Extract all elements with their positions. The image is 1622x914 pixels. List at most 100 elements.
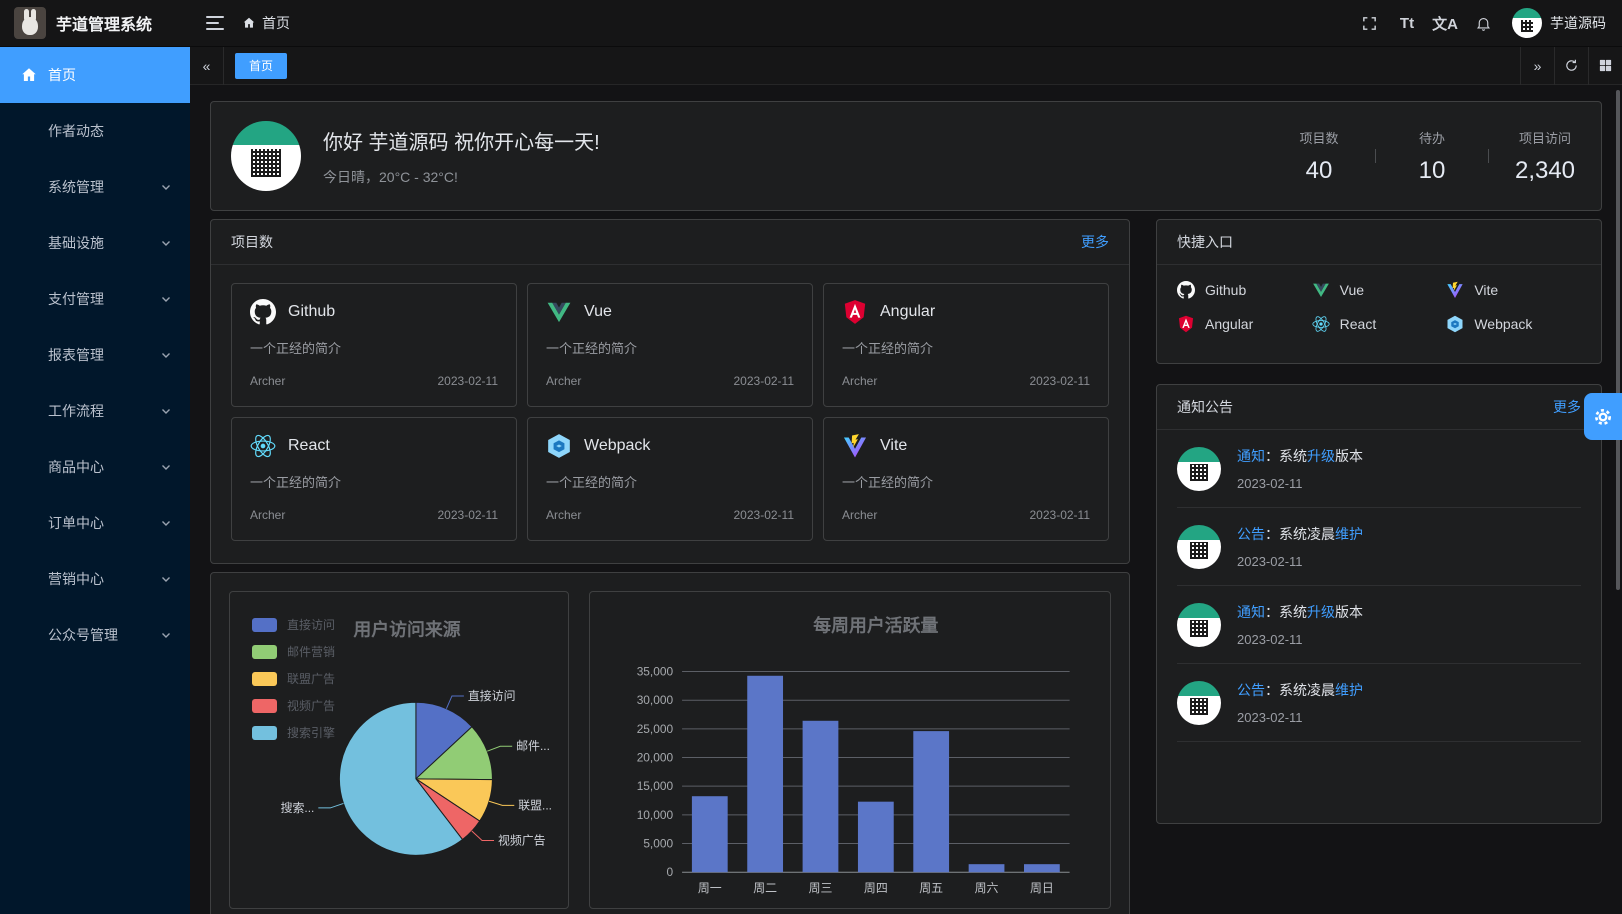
- notices-more-link[interactable]: 更多: [1553, 399, 1581, 415]
- home-icon: [242, 16, 256, 30]
- projects-more-link[interactable]: 更多: [1081, 234, 1109, 250]
- legend-item-邮件营销[interactable]: 邮件营销: [252, 643, 335, 660]
- notice-title: 通知：系统升级版本: [1237, 604, 1363, 620]
- fullscreen-icon: [1361, 15, 1378, 32]
- project-card-angular[interactable]: Angular 一个正经的简介 Archer 2023-02-11: [823, 283, 1109, 407]
- svg-text:周三: 周三: [809, 881, 833, 895]
- shortcut-angular[interactable]: Angular: [1177, 315, 1312, 333]
- project-card-webpack[interactable]: Webpack 一个正经的简介 Archer 2023-02-11: [527, 417, 813, 541]
- locale-icon: 文A: [1432, 15, 1458, 33]
- project-desc: 一个正经的简介: [546, 341, 638, 356]
- project-card-vite[interactable]: Vite 一个正经的简介 Archer 2023-02-11: [823, 417, 1109, 541]
- stat-value: 10: [1418, 156, 1446, 184]
- fullscreen-button[interactable]: [1350, 0, 1388, 46]
- legend-item-视频广告[interactable]: 视频广告: [252, 697, 335, 714]
- svg-text:20,000: 20,000: [637, 751, 674, 765]
- project-card-vue[interactable]: Vue 一个正经的简介 Archer 2023-02-11: [527, 283, 813, 407]
- legend-swatch: [252, 698, 277, 713]
- shortcuts-panel-title: 快捷入口: [1177, 234, 1233, 250]
- vertical-scrollbar[interactable]: [1616, 90, 1620, 590]
- sidebar-item-label: 支付管理: [48, 291, 104, 307]
- sidebar-item-工作流程[interactable]: 工作流程: [0, 383, 190, 439]
- notice-item-3[interactable]: 通知：系统升级版本 2023-02-11: [1177, 586, 1581, 664]
- refresh-button[interactable]: [1554, 46, 1588, 85]
- shortcut-react[interactable]: React: [1312, 315, 1447, 333]
- greeting-panel: 你好 芋道源码 祝你开心每一天! 今日晴，20°C - 32°C! 项目数 40 待…: [210, 101, 1602, 211]
- svg-text:5,000: 5,000: [643, 836, 673, 850]
- legend-item-直接访问[interactable]: 直接访问: [252, 616, 335, 633]
- theme-settings-button[interactable]: [1584, 393, 1622, 440]
- tabs-scroll-left-button[interactable]: «: [190, 46, 224, 85]
- notice-date: 2023-02-11: [1237, 632, 1303, 647]
- notice-item-2[interactable]: 公告：系统凌晨维护 2023-02-11: [1177, 508, 1581, 586]
- layout-grid-button[interactable]: [1588, 46, 1622, 85]
- legend-label: 直接访问: [287, 618, 336, 632]
- user-name: 芋道源码: [1550, 15, 1606, 31]
- project-name: React: [288, 437, 330, 454]
- bar-chart-weekly-active-users: 每周用户活跃量 0 5,000 10,000 15,000 20,000 25,000 30,…: [637, 615, 1070, 895]
- angular-icon: [842, 299, 868, 325]
- legend-item-联盟广告[interactable]: 联盟广告: [252, 670, 335, 687]
- project-desc: 一个正经的简介: [250, 475, 342, 490]
- webpack-icon: [546, 433, 572, 459]
- grid-icon: [1598, 58, 1613, 73]
- notice-item-1[interactable]: 通知：系统升级版本 2023-02-11: [1177, 430, 1581, 508]
- sidebar: 首页 作者动态 系统管理 基础设施支付管理报表管理 工作流程 商品中心 订单中心营销中心公众…: [0, 47, 190, 914]
- legend-item-搜索引擎[interactable]: 搜索引擎: [252, 724, 335, 741]
- user-menu[interactable]: 芋道源码: [1512, 8, 1606, 38]
- sidebar-item-首页[interactable]: 首页: [0, 47, 190, 103]
- chevron-down-icon: [160, 293, 172, 305]
- project-card-github[interactable]: Github 一个正经的简介 Archer 2023-02-11: [231, 283, 517, 407]
- tabs-scroll-right-button[interactable]: »: [1520, 46, 1554, 85]
- chevron-down-icon: [160, 573, 172, 585]
- refresh-icon: [1564, 58, 1579, 73]
- home-icon: [20, 66, 38, 84]
- chevron-down-icon: [160, 181, 172, 193]
- project-date: 2023-02-11: [1029, 374, 1091, 388]
- sidebar-item-公众号管理[interactable]: 公众号管理: [0, 607, 190, 663]
- svg-text:视频广告: 视频广告: [498, 834, 546, 848]
- project-name: Vite: [880, 437, 908, 454]
- project-card-react[interactable]: React 一个正经的简介 Archer 2023-02-11: [231, 417, 517, 541]
- sidebar-item-系统管理[interactable]: 系统管理: [0, 159, 190, 215]
- sidebar-item-商品中心[interactable]: 商品中心: [0, 439, 190, 495]
- svg-text:周四: 周四: [864, 881, 888, 895]
- svg-text:0: 0: [666, 865, 673, 879]
- project-author: Archer: [546, 508, 582, 522]
- sidebar-item-作者动态[interactable]: 作者动态: [0, 103, 190, 159]
- notice-date: 2023-02-11: [1237, 710, 1303, 725]
- vite-icon: [1446, 281, 1464, 299]
- logo-area[interactable]: 芋道管理系统: [0, 7, 190, 39]
- legend-swatch: [252, 617, 277, 632]
- locale-button[interactable]: 文A: [1426, 0, 1464, 46]
- github-icon: [1177, 281, 1195, 299]
- sidebar-item-营销中心[interactable]: 营销中心: [0, 551, 190, 607]
- sidebar-item-基础设施[interactable]: 基础设施: [0, 215, 190, 271]
- shortcut-label: Github: [1205, 282, 1247, 298]
- sidebar-item-支付管理[interactable]: 支付管理: [0, 271, 190, 327]
- legend-swatch: [252, 725, 277, 740]
- menu-collapse-icon[interactable]: [206, 16, 224, 30]
- svg-text:搜索...: 搜索...: [281, 801, 315, 815]
- stat-label: 项目访问: [1518, 130, 1571, 146]
- shortcut-vite[interactable]: Vite: [1446, 281, 1581, 299]
- sidebar-item-label: 营销中心: [48, 571, 104, 587]
- svg-text:周六: 周六: [975, 881, 999, 895]
- sidebar-item-订单中心[interactable]: 订单中心: [0, 495, 190, 551]
- tab-home[interactable]: 首页: [235, 52, 288, 79]
- project-desc: 一个正经的简介: [842, 341, 934, 356]
- project-date: 2023-02-11: [1029, 508, 1091, 522]
- stat-value: 2,340: [1514, 156, 1576, 184]
- project-name: Webpack: [584, 437, 651, 454]
- breadcrumb[interactable]: 首页: [242, 13, 290, 33]
- shortcut-vue[interactable]: Vue: [1312, 281, 1447, 299]
- top-header: 芋道管理系统 首页 Tt 文A 芋道源码: [0, 0, 1622, 47]
- shortcut-github[interactable]: Github: [1177, 281, 1312, 299]
- shortcut-webpack[interactable]: Webpack: [1446, 315, 1581, 333]
- project-name: Vue: [584, 303, 612, 320]
- shortcut-label: Angular: [1205, 316, 1254, 332]
- sidebar-item-报表管理[interactable]: 报表管理: [0, 327, 190, 383]
- notification-button[interactable]: [1464, 0, 1502, 46]
- notice-item-4[interactable]: 公告：系统凌晨维护 2023-02-11: [1177, 664, 1581, 742]
- font-size-button[interactable]: Tt: [1388, 0, 1426, 46]
